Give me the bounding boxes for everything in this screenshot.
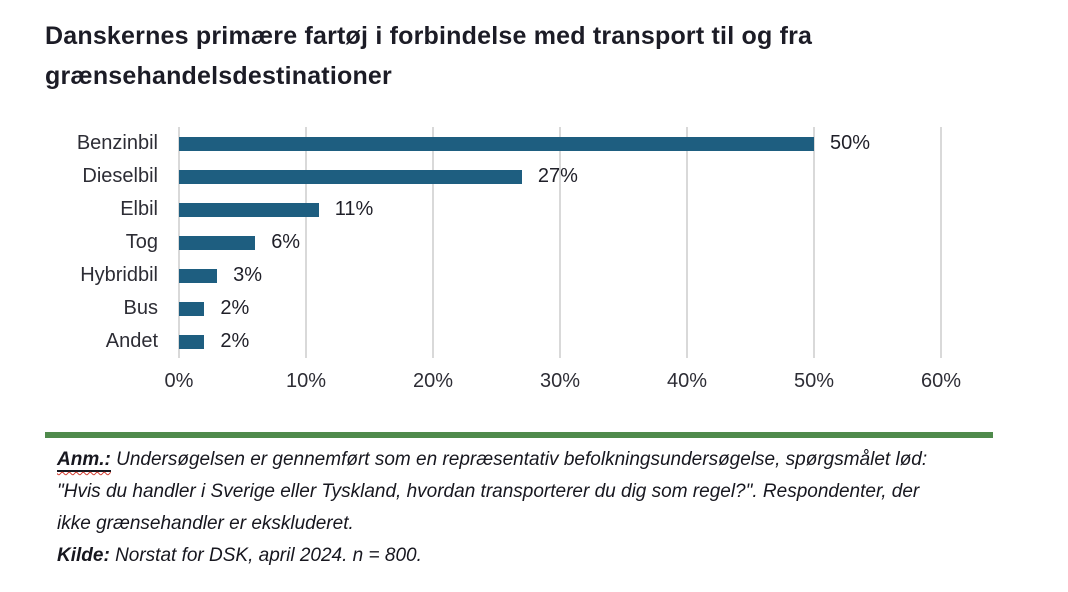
category-label-dieselbil: Dieselbil: [82, 165, 158, 187]
x-tick-50: 50%: [793, 370, 835, 392]
bar-row-bus: Bus 2%: [0, 292, 1068, 325]
bar-track: 11%: [179, 193, 941, 226]
category-label-hybridbil: Hybridbil: [80, 264, 158, 286]
bar-chart: Benzinbil 50% Dieselbil 27% Elbil 11%: [0, 127, 1068, 400]
category-label-tog: Tog: [125, 231, 158, 253]
bar-bus: [179, 301, 205, 316]
bar-dieselbil: [179, 169, 522, 184]
value-label-andet: 2%: [220, 330, 250, 352]
value-label-dieselbil: 27%: [537, 165, 578, 187]
value-label-benzinbil: 50%: [830, 132, 871, 154]
bar-hybridbil: [179, 268, 218, 283]
note-label: Anm.:: [57, 449, 111, 472]
chart-title: Danskernes primære fartøj i forbindelse …: [45, 22, 813, 90]
separator-rule: [45, 432, 993, 438]
footnote-text: Anm.: Undersøgelsen er gennemført som en…: [57, 444, 937, 540]
bar-row-dieselbil: Dieselbil 27%: [0, 160, 1068, 193]
bar-tog: [179, 235, 256, 250]
bar-row-andet: Andet 2%: [0, 325, 1068, 358]
x-tick-60: 60%: [920, 370, 962, 392]
category-label-bus: Bus: [123, 297, 158, 319]
bar-track: 50%: [179, 127, 941, 160]
category-label-elbil: Elbil: [120, 198, 158, 220]
value-label-elbil: 11%: [334, 198, 374, 220]
bar-benzinbil: [179, 136, 814, 151]
bar-track: 27%: [179, 160, 941, 193]
x-axis: 0% 10% 20% 30% 40% 50% 60%: [0, 358, 1068, 400]
bar-track: 2%: [179, 325, 941, 358]
footnote-block: Anm.: Undersøgelsen er gennemført som en…: [57, 444, 937, 572]
value-label-tog: 6%: [271, 231, 301, 253]
source-line: Kilde: Norstat for DSK, april 2024. n = …: [57, 540, 937, 572]
bar-row-elbil: Elbil 11%: [0, 193, 1068, 226]
bar-row-hybridbil: Hybridbil 3%: [0, 259, 1068, 292]
note-body: Undersøgelsen er gennemført som en repræ…: [57, 449, 928, 534]
x-tick-20: 20%: [412, 370, 454, 392]
x-tick-40: 40%: [666, 370, 708, 392]
x-tick-30: 30%: [539, 370, 581, 392]
bar-track: 2%: [179, 292, 941, 325]
value-label-hybridbil: 3%: [233, 264, 262, 286]
bar-row-benzinbil: Benzinbil 50%: [0, 127, 1068, 160]
source-label: Kilde:: [57, 545, 110, 566]
bar-row-tog: Tog 6%: [0, 226, 1068, 259]
category-label-benzinbil: Benzinbil: [76, 132, 158, 154]
bar-track: 6%: [179, 226, 941, 259]
bar-rows: Benzinbil 50% Dieselbil 27% Elbil 11%: [0, 127, 1068, 358]
bar-elbil: [179, 202, 319, 217]
x-tick-10: 10%: [285, 370, 327, 392]
value-label-bus: 2%: [220, 297, 250, 319]
category-label-andet: Andet: [105, 330, 158, 352]
source-body: Norstat for DSK, april 2024. n = 800.: [115, 545, 422, 566]
bar-track: 3%: [179, 259, 941, 292]
x-tick-0: 0%: [164, 370, 194, 392]
bar-andet: [179, 334, 205, 349]
